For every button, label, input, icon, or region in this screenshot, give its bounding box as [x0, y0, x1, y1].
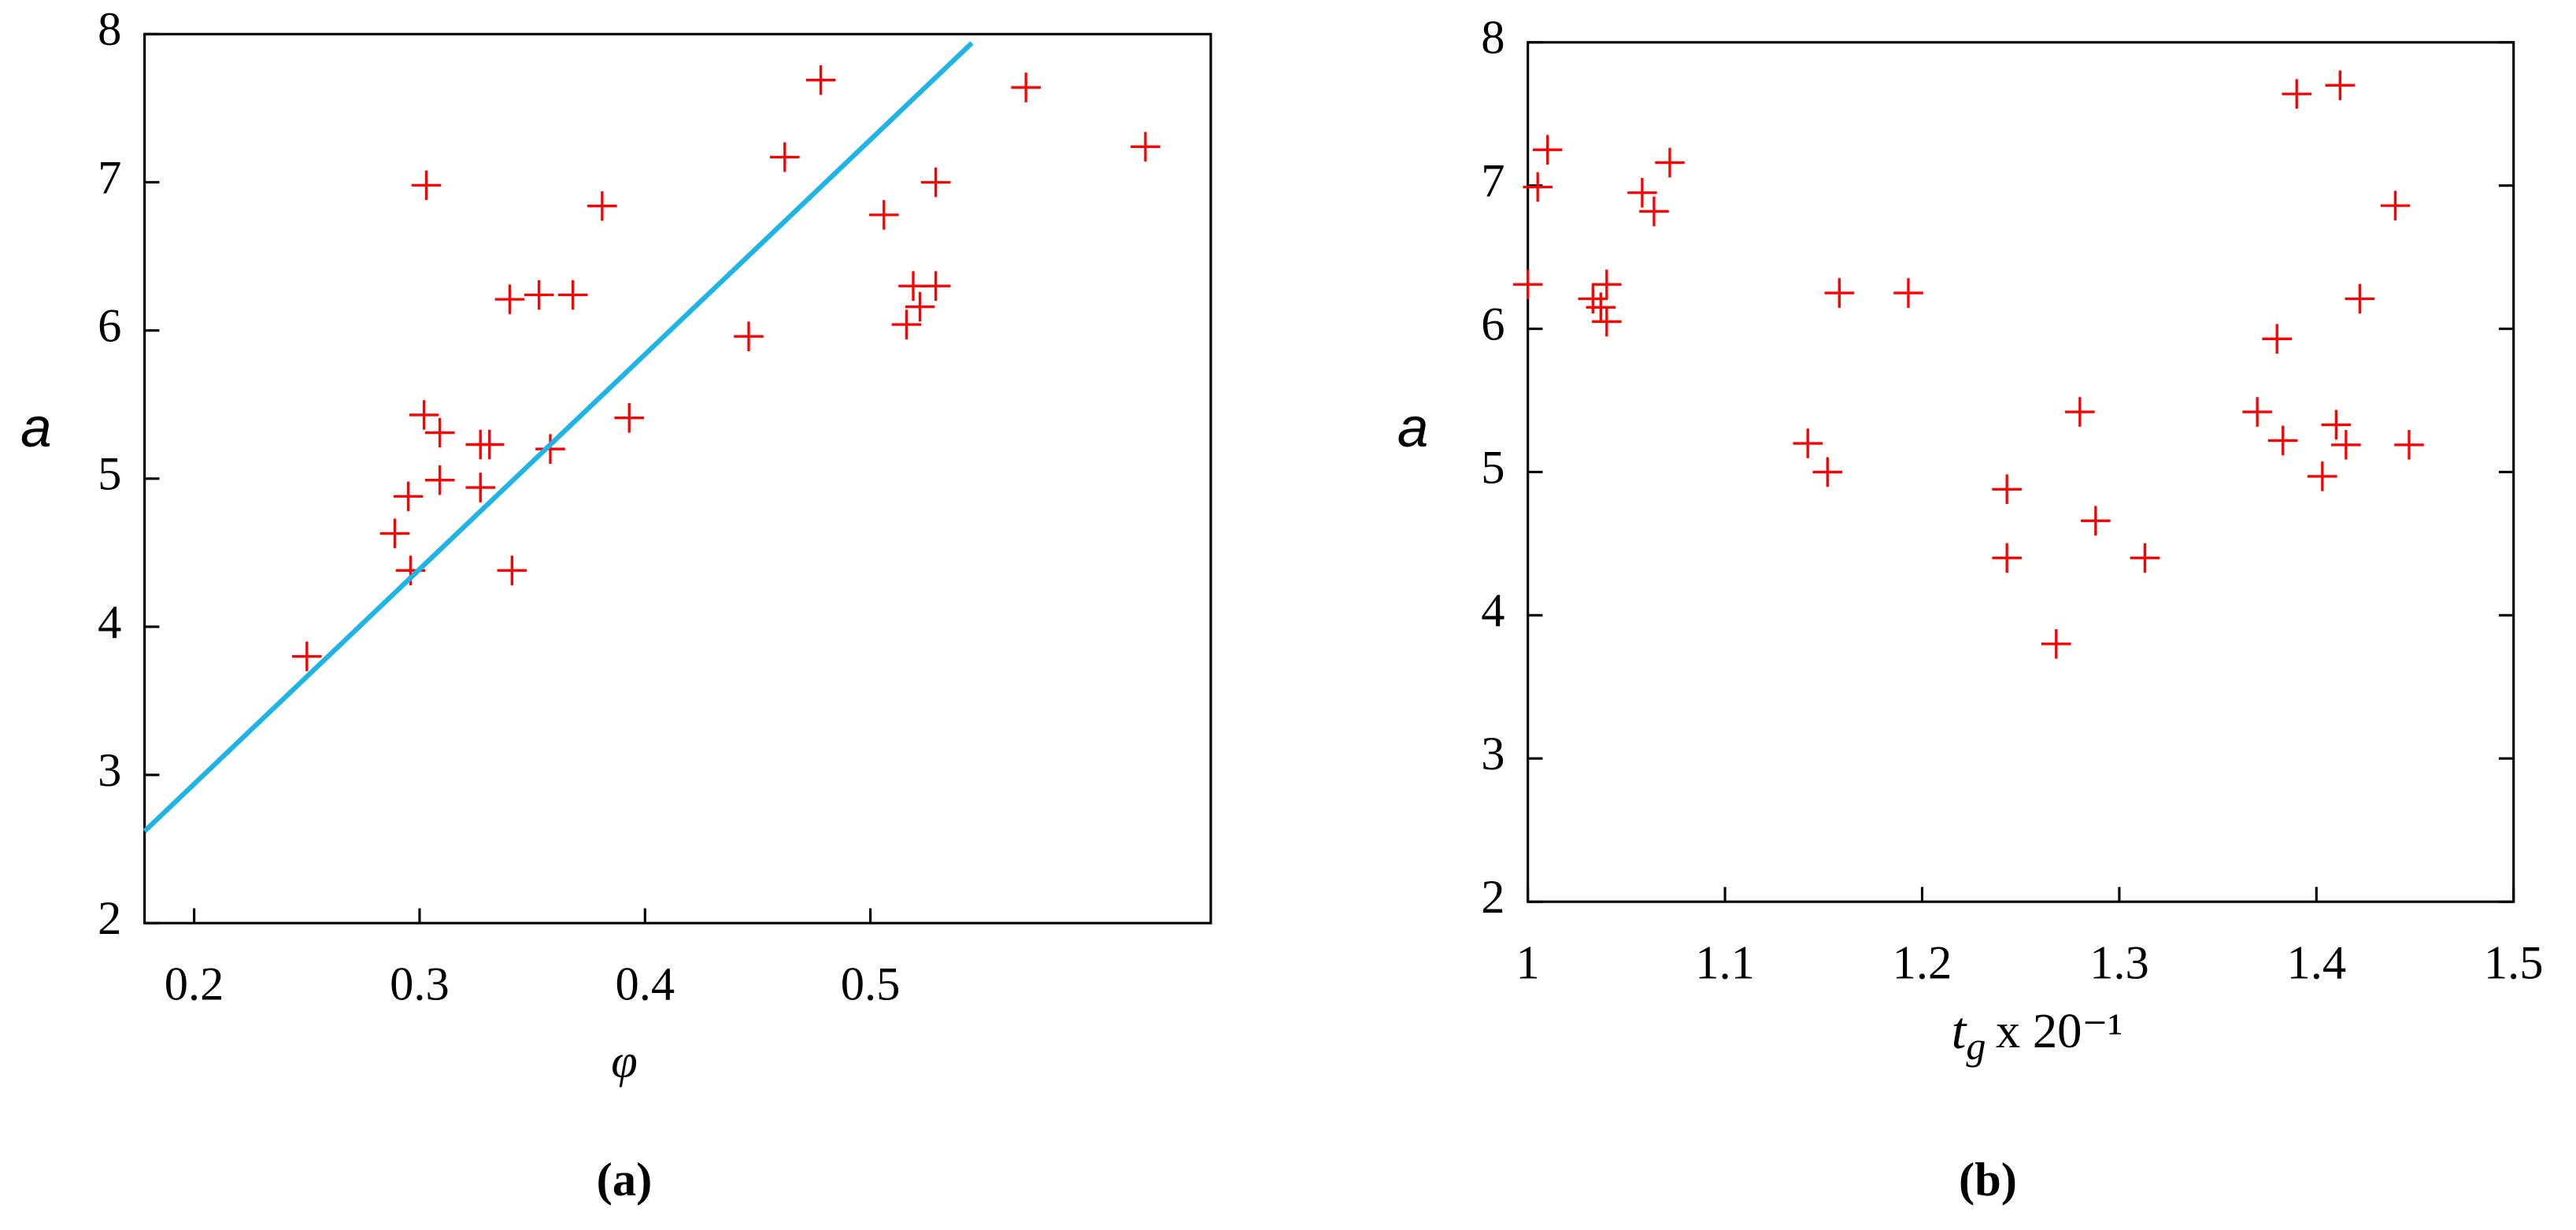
data-point: [409, 400, 439, 430]
data-point: [891, 309, 922, 339]
plot-frame: [1527, 41, 2515, 903]
data-point: [524, 280, 554, 310]
data-point: [2242, 397, 2272, 427]
y-tick-label: 8: [98, 3, 121, 56]
y-tick-label: 3: [1481, 728, 1505, 780]
y-tick-label: 2: [98, 892, 121, 945]
data-point: [1592, 306, 1622, 337]
data-point: [1992, 543, 2022, 573]
y-tick-label: 3: [98, 744, 121, 797]
data-point: [393, 481, 424, 512]
y-tick-label: 7: [1481, 155, 1505, 208]
x-tick-label: 1.1: [1695, 936, 1755, 989]
data-point: [411, 170, 442, 201]
data-point: [557, 280, 588, 310]
data-point: [1655, 147, 1685, 178]
data-point: [920, 271, 951, 301]
panel-label: (a): [597, 1154, 653, 1206]
x-tick-label: 0.3: [390, 958, 450, 1011]
y-tick-label: 6: [1481, 298, 1505, 350]
data-point: [1893, 278, 1923, 308]
data-point: [1578, 283, 1608, 314]
x-tick-label: 1.2: [1893, 936, 1952, 989]
data-point: [920, 167, 951, 198]
plot-frame: [143, 32, 1212, 924]
y-tick-label: 7: [98, 151, 121, 204]
data-point: [2345, 283, 2375, 314]
x-tick-label: 0.2: [165, 958, 224, 1011]
data-point: [1793, 428, 1823, 458]
y-tick-label: 5: [98, 448, 121, 501]
data-point: [2130, 543, 2160, 573]
x-label-main: t: [1952, 1003, 1967, 1061]
data-point: [2308, 461, 2337, 491]
x-label-sub: g: [1966, 1023, 1986, 1067]
data-point: [1523, 172, 1553, 202]
y-tick-label: 8: [1481, 12, 1505, 65]
data-point: [868, 200, 899, 230]
data-point: [1512, 269, 1543, 299]
fit-line: [142, 41, 974, 833]
panel: 2 3 4 5 6 7 8 0.2 0.3 0.4 0.5 a φ (a): [20, 3, 1212, 1206]
panel-label: (b): [1959, 1154, 2017, 1206]
y-tick-label: 6: [98, 300, 121, 353]
y-tick-label: 5: [1481, 441, 1505, 494]
data-point: [379, 518, 410, 549]
panel: 2 3 4 5 6 7 8 1 1.1 1.2 1.3 1.4 1.5 a tg x 20⁻¹ (b): [1397, 12, 2544, 1206]
y-tick-label: 2: [1481, 871, 1505, 924]
data-point: [1011, 72, 1041, 102]
data-point: [424, 465, 455, 495]
data-point: [1592, 269, 1622, 299]
x-label-rest: x 20⁻¹: [1996, 1004, 2123, 1059]
data-point: [2065, 397, 2095, 427]
data-point: [769, 142, 800, 172]
y-axis-label: a: [20, 397, 51, 459]
data-point: [1639, 196, 1669, 227]
data-point: [805, 65, 836, 95]
data-point: [2041, 628, 2071, 659]
data-point: [497, 555, 527, 586]
data-point: [292, 641, 322, 672]
x-axis-label: tg x 20⁻¹: [1952, 1003, 2123, 1068]
data-point: [2262, 324, 2292, 354]
data-point: [587, 191, 617, 221]
data-point: [2081, 506, 2111, 536]
data-point: [1131, 132, 1160, 162]
data-point: [2331, 430, 2361, 460]
data-point: [494, 284, 525, 314]
data-point: [465, 472, 496, 502]
x-tick-label: 1.4: [2286, 936, 2346, 989]
data-point: [734, 321, 764, 351]
data-point: [2321, 409, 2352, 440]
data-point: [2325, 70, 2356, 101]
x-tick-label: 0.5: [841, 958, 901, 1011]
data-point: [2282, 79, 2312, 109]
data-point: [535, 434, 565, 464]
x-tick-label: 1: [1516, 936, 1540, 989]
data-point: [2267, 425, 2298, 456]
data-point: [1627, 177, 1657, 208]
data-point: [905, 291, 935, 322]
data-point: [614, 402, 644, 433]
y-tick-label: 4: [1481, 584, 1505, 637]
data-point: [2380, 191, 2411, 220]
data-point: [424, 417, 455, 448]
y-tick-label: 4: [98, 596, 121, 649]
x-axis-label: φ: [611, 1035, 637, 1088]
x-tick-label: 1.5: [2484, 936, 2544, 989]
y-axis-label: a: [1397, 397, 1428, 459]
x-tick-label: 1.3: [2089, 936, 2149, 989]
data-point: [1824, 278, 1855, 308]
data-point: [1586, 292, 1616, 323]
data-point: [1532, 135, 1563, 165]
data-point: [474, 429, 505, 460]
x-tick-label: 0.4: [615, 958, 675, 1011]
data-point: [1812, 457, 1843, 487]
data-point: [1992, 474, 2022, 505]
data-point: [2394, 430, 2424, 460]
